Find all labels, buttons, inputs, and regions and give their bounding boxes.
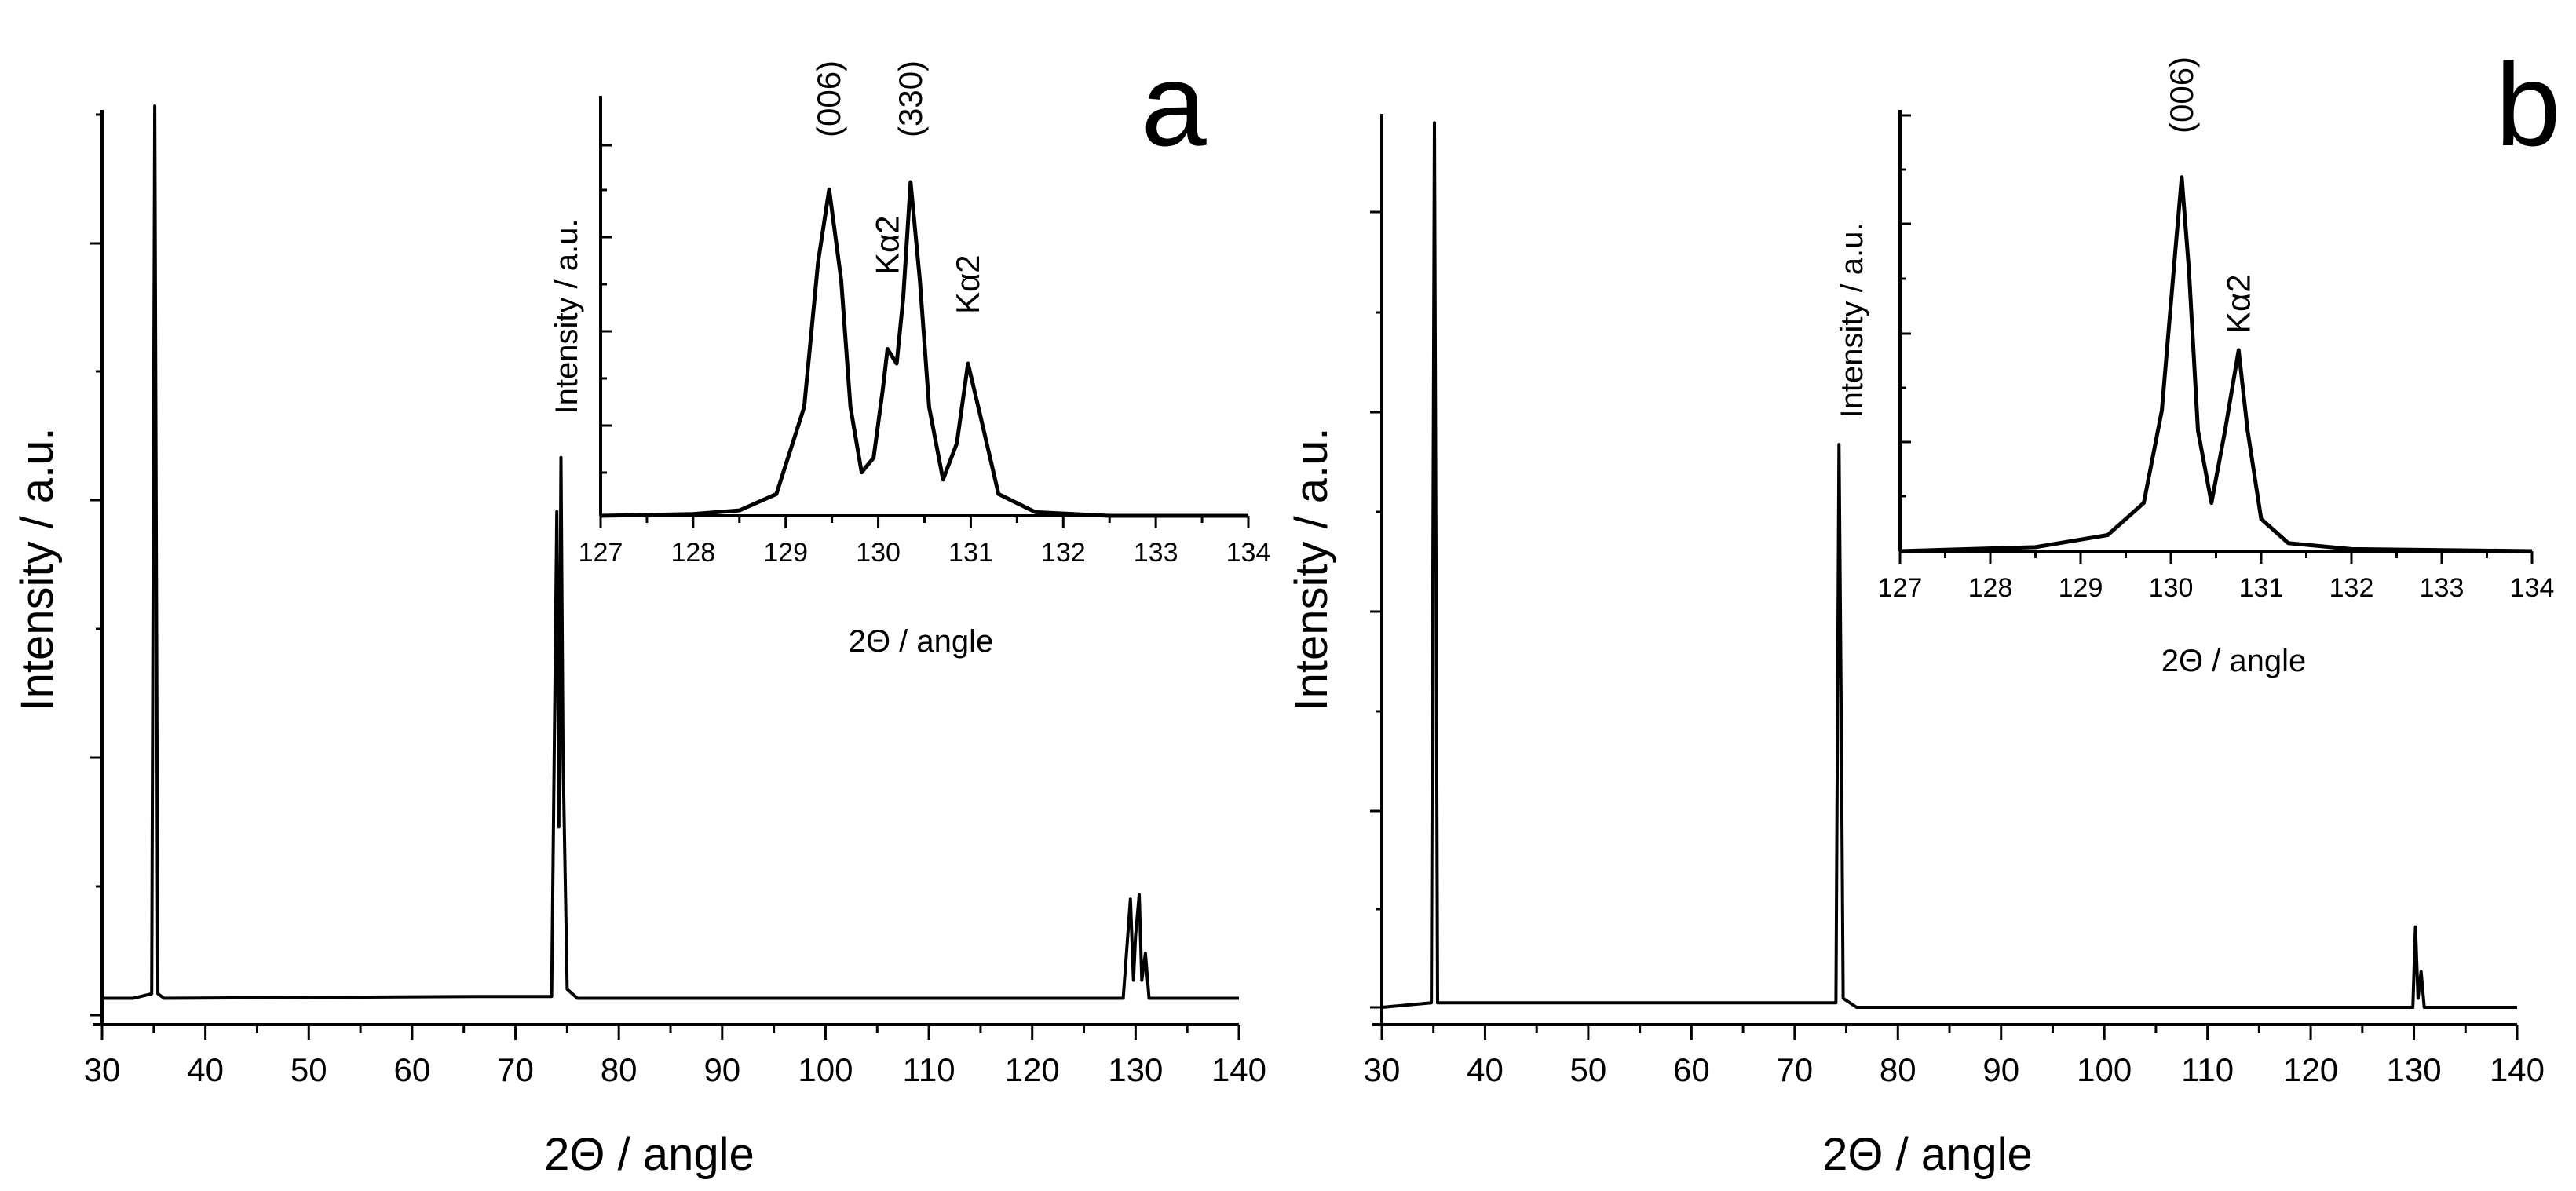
- inset-x-tick-label-a-131: 131: [948, 538, 993, 568]
- inset-x-tick-label-a-133: 133: [1134, 538, 1178, 568]
- inset-x-tick-label-a-130: 130: [856, 538, 901, 568]
- inset-ylabel-b: Intensity / a.u.: [1835, 222, 1869, 418]
- main-x-tick-label-b-130: 130: [2387, 1051, 2442, 1088]
- main-x-ticks-a: 30 40 50 60 70 80 90 100 110 120 130 140: [84, 110, 1266, 1088]
- panel-a: a Intensity / a.u. 2Θ / angle 30 40 50 60 70…: [12, 38, 1270, 1180]
- inset-annotation-b-1: Kα2: [2220, 274, 2256, 334]
- panel-label-b: b: [2495, 38, 2560, 170]
- main-x-tick-label-a-50: 50: [290, 1051, 327, 1088]
- inset-x-tick-label-a-134: 134: [1226, 538, 1271, 568]
- main-x-tick-label-b-70: 70: [1776, 1051, 1813, 1088]
- inset-x-tick-label-b-130: 130: [2149, 573, 2194, 603]
- main-x-tick-label-a-60: 60: [394, 1051, 431, 1088]
- inset-trace-a: [600, 180, 1248, 518]
- inset-trace-b: [1899, 175, 2533, 553]
- main-x-tick-label-a-30: 30: [84, 1051, 121, 1088]
- panel-b: b Intensity / a.u. 2Θ / angle 30 40 50 60 70…: [1286, 38, 2561, 1180]
- main-xlabel-a: 2Θ / angle: [544, 1129, 755, 1180]
- main-ylabel-b: Intensity / a.u.: [1286, 427, 1337, 711]
- inset-x-tick-label-b-133: 133: [2420, 573, 2465, 603]
- main-x-tick-label-a-120: 120: [1005, 1051, 1060, 1088]
- inset-x-tick-label-b-132: 132: [2329, 573, 2374, 603]
- main-x-tick-label-a-130: 130: [1108, 1051, 1163, 1088]
- main-series-line-b-0: [1381, 121, 2517, 1009]
- inset-annotation-a-0: (006): [810, 60, 847, 137]
- main-x-tick-label-b-80: 80: [1880, 1051, 1916, 1088]
- inset-xlabel-a: 2Θ / angle: [849, 624, 994, 659]
- main-x-tick-label-a-90: 90: [703, 1051, 740, 1088]
- inset-x-ticks-a: 127 128 129 130 131 132 133 134: [579, 96, 1271, 568]
- inset-x-tick-label-b-127: 127: [1878, 573, 1923, 603]
- main-x-tick-label-a-80: 80: [601, 1051, 638, 1088]
- inset-x-tick-label-b-134: 134: [2510, 573, 2555, 603]
- inset-x-tick-label-a-128: 128: [670, 538, 715, 568]
- main-x-tick-label-b-120: 120: [2283, 1051, 2338, 1088]
- inset-x-tick-label-b-131: 131: [2239, 573, 2284, 603]
- main-x-tick-label-a-40: 40: [187, 1051, 224, 1088]
- inset-series-line-b-0: [1899, 175, 2533, 553]
- inset-series-line-a-0: [600, 180, 1248, 518]
- main-x-tick-label-a-140: 140: [1211, 1051, 1266, 1088]
- main-x-tick-label-a-110: 110: [903, 1051, 955, 1088]
- inset-ylabel-a: Intensity / a.u.: [550, 218, 584, 414]
- inset-x-ticks-b: 127 128 129 130 131 132 133 134: [1878, 110, 2555, 603]
- inset-x-tick-label-a-129: 129: [763, 538, 808, 568]
- main-xlabel-b: 2Θ / angle: [1822, 1129, 2033, 1180]
- main-x-tick-label-b-30: 30: [1364, 1051, 1401, 1088]
- main-ylabel-a: Intensity / a.u.: [12, 427, 63, 711]
- main-x-ticks-b: 30 40 50 60 70 80 90 100 110 120 130 140: [1364, 114, 2545, 1088]
- inset-annotations-a: (006) (330) Kα2 Kα2: [810, 60, 986, 314]
- inset-x-tick-label-b-129: 129: [2059, 573, 2103, 603]
- main-x-tick-label-b-110: 110: [2181, 1051, 2234, 1088]
- inset-x-tick-label-a-127: 127: [579, 538, 623, 568]
- inset-annotations-b: (006) Kα2: [2163, 57, 2257, 334]
- main-x-tick-label-b-50: 50: [1570, 1051, 1607, 1088]
- main-x-tick-label-a-70: 70: [497, 1051, 534, 1088]
- main-x-tick-label-b-60: 60: [1673, 1051, 1710, 1088]
- inset-x-tick-label-a-132: 132: [1041, 538, 1086, 568]
- main-x-tick-label-b-40: 40: [1467, 1051, 1504, 1088]
- main-trace-a: [102, 104, 1239, 1000]
- main-series-line-a-0: [102, 104, 1239, 1000]
- main-trace-b: [1381, 121, 2517, 1009]
- inset-annotation-a-3: Kα2: [949, 254, 986, 314]
- inset-annotation-a-1: (330): [892, 60, 929, 137]
- inset-x-tick-label-b-128: 128: [1968, 573, 2013, 603]
- inset-annotation-a-2: Kα2: [868, 215, 905, 275]
- main-x-tick-label-b-100: 100: [2077, 1051, 2132, 1088]
- inset-annotation-b-0: (006): [2163, 57, 2200, 133]
- main-x-tick-label-b-90: 90: [1982, 1051, 2019, 1088]
- main-x-tick-label-b-140: 140: [2490, 1051, 2545, 1088]
- main-x-tick-label-a-100: 100: [798, 1051, 853, 1088]
- inset-xlabel-b: 2Θ / angle: [2161, 644, 2307, 678]
- panel-label-a: a: [1141, 38, 1207, 170]
